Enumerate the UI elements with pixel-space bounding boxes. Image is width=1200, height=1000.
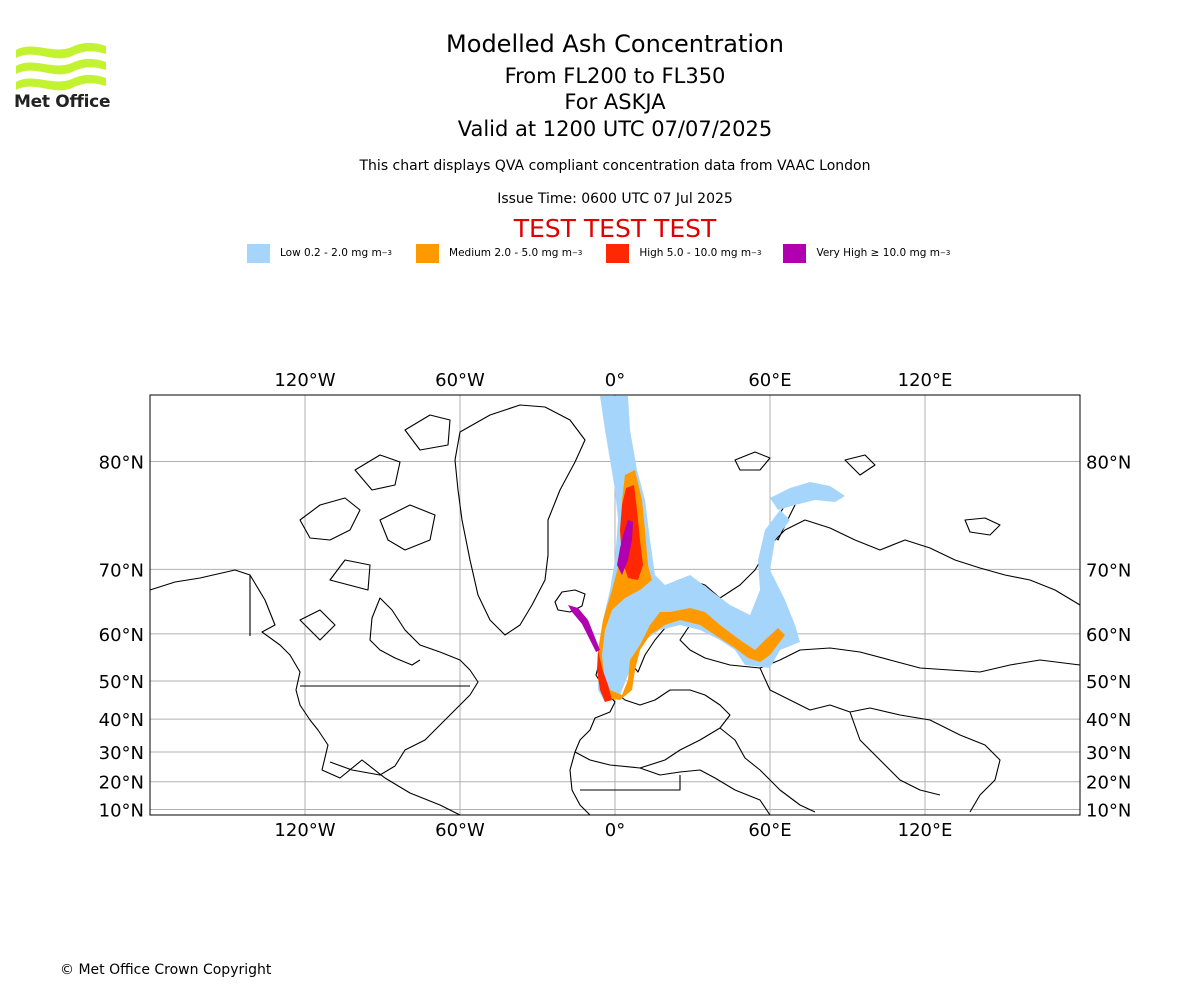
lat-tick-label-right: 20°N: [1086, 773, 1131, 794]
lat-tick-label-left: 80°N: [99, 453, 144, 474]
lat-tick-label-left: 50°N: [99, 672, 144, 693]
lat-tick-label-left: 10°N: [99, 801, 144, 822]
coastline-asia: [720, 520, 1080, 812]
lat-tick-label-right: 10°N: [1086, 801, 1131, 822]
lat-tick-label-right: 50°N: [1086, 672, 1131, 693]
lat-tick-label-left: 70°N: [99, 560, 144, 581]
lat-tick-label-right: 40°N: [1086, 710, 1131, 731]
lon-tick-label-bottom: 60°W: [435, 820, 485, 841]
lat-tick-label-left: 40°N: [99, 710, 144, 731]
lon-tick-label-top: 0°: [605, 370, 625, 391]
coastline-greenland: [455, 405, 585, 635]
coastline-arctic-islands: [300, 415, 450, 640]
lat-tick-label-right: 80°N: [1086, 453, 1131, 474]
lon-tick-label-bottom: 60°E: [748, 820, 791, 841]
lon-tick-label-bottom: 120°W: [274, 820, 335, 841]
ash-plume: [568, 396, 845, 702]
lat-tick-label-right: 70°N: [1086, 560, 1131, 581]
lat-tick-label-left: 20°N: [99, 773, 144, 794]
ash-low-siberia: [770, 482, 845, 510]
lat-tick-label-left: 30°N: [99, 743, 144, 764]
lat-tick-label-right: 60°N: [1086, 625, 1131, 646]
coastline-north-america: [150, 570, 478, 815]
lon-tick-label-top: 120°W: [274, 370, 335, 391]
lon-tick-label-top: 60°W: [435, 370, 485, 391]
lat-tick-label-right: 30°N: [1086, 743, 1131, 764]
coastline-africa: [570, 752, 770, 815]
lon-tick-label-bottom: 120°E: [898, 820, 953, 841]
lon-tick-label-bottom: 0°: [605, 820, 625, 841]
lon-tick-label-top: 60°E: [748, 370, 791, 391]
copyright: © Met Office Crown Copyright: [60, 962, 271, 978]
coastline-iceland: [555, 590, 585, 612]
lon-tick-label-top: 120°E: [898, 370, 953, 391]
lat-tick-label-left: 60°N: [99, 625, 144, 646]
